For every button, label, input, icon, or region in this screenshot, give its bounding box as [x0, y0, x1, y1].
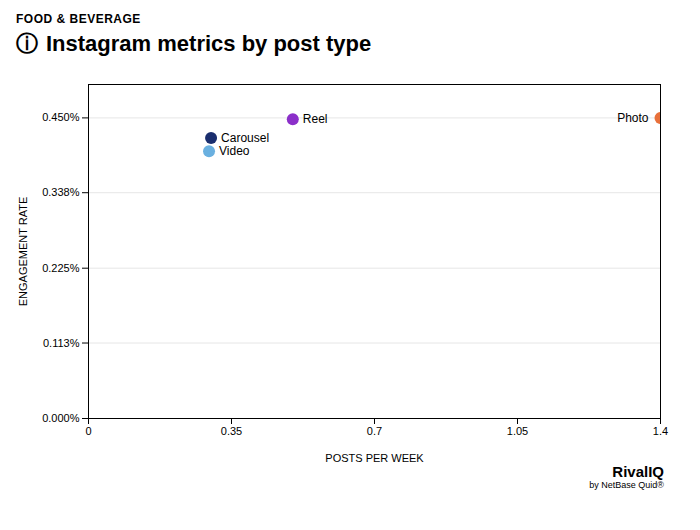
svg-text:ENGAGEMENT RATE: ENGAGEMENT RATE — [17, 197, 29, 307]
html-text:ⓘ Instagram metrics by post ty: ⓘ Instagram metrics by post type — [16, 31, 372, 56]
svg-text:Video: Video — [219, 144, 250, 158]
svg-text:1.05: 1.05 — [507, 425, 528, 437]
html-text:by NetBase Quid®: by NetBase Quid® — [589, 479, 664, 490]
svg-text:Reel: Reel — [303, 112, 328, 126]
svg-text:0.338%: 0.338% — [42, 186, 80, 198]
svg-text:0.113%: 0.113% — [43, 337, 80, 349]
svg-text:0.7: 0.7 — [367, 425, 382, 437]
svg-text:0.225%: 0.225% — [42, 262, 80, 274]
svg-text:POSTS PER WEEK: POSTS PER WEEK — [325, 452, 424, 464]
html-text:FOOD & BEVERAGE: FOOD & BEVERAGE — [16, 12, 141, 26]
svg-text:0.450%: 0.450% — [42, 111, 80, 123]
svg-text:1.4: 1.4 — [653, 425, 668, 437]
html-text:Rival IQ: Rival IQ — [612, 463, 664, 480]
svg-text:Photo: Photo — [617, 111, 649, 125]
svg-text:0.35: 0.35 — [221, 425, 242, 437]
svg-text:Carousel: Carousel — [221, 131, 269, 145]
svg-text:0.000%: 0.000% — [42, 412, 80, 424]
svg-text:0: 0 — [85, 425, 91, 437]
